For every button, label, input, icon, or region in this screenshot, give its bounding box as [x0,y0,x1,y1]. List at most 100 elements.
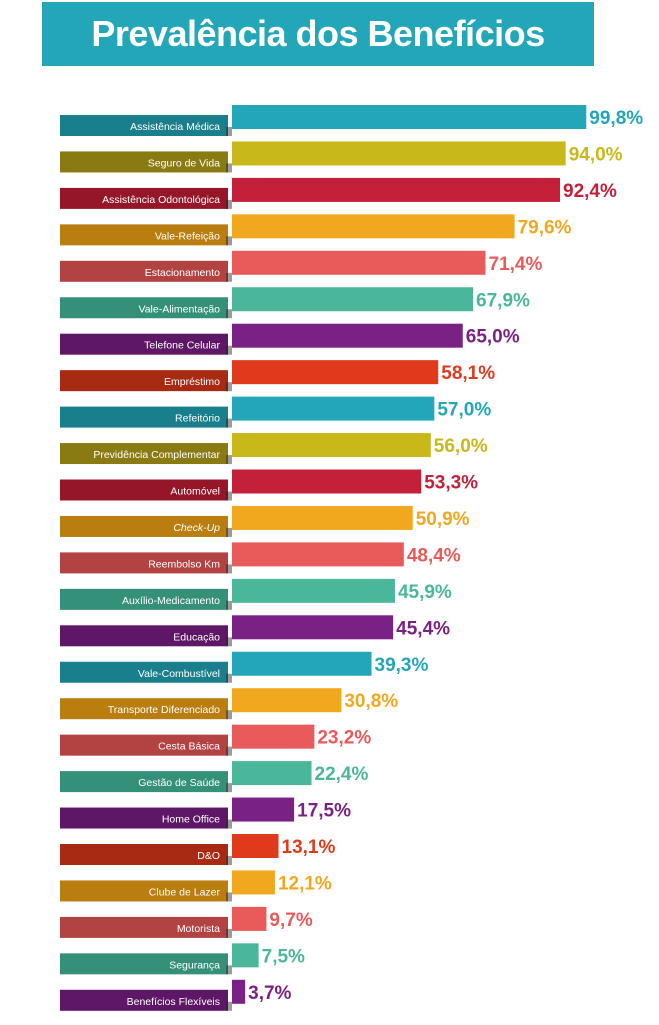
bar [232,360,439,385]
value-label: 50,9% [416,509,470,530]
category-tab [60,151,228,173]
bar-fold [226,418,232,428]
bar [232,979,246,1004]
category-label: Benefícios Flexíveis [127,996,220,1008]
bar [232,469,422,494]
bar-row: Cesta Básica 23,2% [60,724,371,756]
bar-fold [226,527,232,537]
bar-row: Gestão de Saúde 22,4% [60,761,368,793]
category-label: Vale-Alimentação [138,303,220,315]
bar-row: Auxílio-Medicamento 45,9% [60,578,452,610]
value-label: 12,1% [278,873,332,894]
bar [232,943,259,968]
bar [232,761,312,786]
bar-row: Empréstimo 58,1% [60,360,495,392]
bar [232,250,486,275]
category-label: Check-Up [173,522,220,534]
category-label: Transporte Diferenciado [108,704,220,716]
category-tab [60,916,228,938]
category-label: Automóvel [170,486,220,498]
bar-row: Check-Up 50,9% [60,505,470,537]
category-tab [60,479,228,501]
bar-fold [226,710,232,720]
category-label: Auxílio-Medicamento [122,595,220,607]
bar-row: Vale-Alimentação 67,9% [60,287,530,319]
category-tab [60,297,228,319]
category-label: Motorista [177,923,220,935]
value-label: 7,5% [262,946,305,967]
value-label: 65,0% [466,327,520,348]
category-label: Clube de Lazer [149,886,221,898]
category-label: Vale-Combustível [138,668,220,680]
category-tab [60,880,228,902]
category-tab [60,625,228,647]
bar-row: Seguro de Vida 94,0% [60,141,623,173]
value-label: 71,4% [488,254,542,275]
bar-fold [226,746,232,756]
value-label: 57,0% [437,400,491,421]
value-label: 13,1% [282,837,336,858]
category-tab [60,552,228,574]
bar-fold [226,600,232,610]
bar [232,141,566,166]
category-label: Assistência Odontológica [102,194,220,206]
bar [232,433,431,458]
bar [232,214,515,239]
bar-row: Transporte Diferenciado 30,8% [60,688,398,720]
category-tab [60,515,228,537]
value-label: 45,4% [396,618,450,639]
bar-row: Assistência Odontológica 92,4% [60,177,617,209]
bar-row: Educação 45,4% [60,615,450,647]
value-label: 53,3% [424,473,478,494]
category-label: Vale-Refeição [155,230,220,242]
bar-fold [226,272,232,282]
value-label: 23,2% [317,728,371,749]
value-label: 39,3% [375,655,429,676]
bar-fold [226,892,232,902]
value-label: 30,8% [344,691,398,712]
category-tab [60,187,228,209]
bar-fold [226,819,232,829]
category-tab [60,260,228,282]
bar-fold [226,455,232,465]
bar [232,906,267,931]
category-tab [60,844,228,865]
bar-row: Assistência Médica 99,8% [60,105,643,136]
category-tab [60,333,228,355]
value-label: 48,4% [407,545,461,566]
bar-row: Estacionamento 71,4% [60,250,542,282]
category-label: Gestão de Saúde [138,777,220,789]
bar-row: Segurança 7,5% [60,943,305,975]
category-label: Seguro de Vida [148,157,220,169]
bar-fold [226,309,232,319]
category-label: Empréstimo [164,376,220,388]
bar-row: Benefícios Flexíveis 3,7% [60,979,292,1011]
bar-fold [226,199,232,209]
bar [232,287,474,312]
bar-fold [226,564,232,574]
bar-row: Vale-Refeição 79,6% [60,214,572,246]
value-label: 17,5% [297,801,351,822]
bar-fold [226,673,232,683]
category-label: Refeitório [175,413,220,425]
category-tab [60,115,228,136]
category-label: D&O [197,850,220,862]
category-tab [60,734,228,756]
value-label: 92,4% [563,181,617,202]
bar [232,105,587,129]
bar [232,834,279,858]
bar [232,396,435,421]
bar [232,615,394,640]
bar-row: Motorista 9,7% [60,906,313,938]
bar-fold [226,1001,232,1011]
category-tab [60,224,228,246]
bar [232,323,463,348]
bar-fold [226,236,232,246]
bar [232,724,315,749]
category-tab [60,443,228,465]
category-tab [60,953,228,975]
bar-fold [226,637,232,647]
category-tab [60,370,228,392]
category-label: Segurança [169,959,220,971]
bar-row: Refeitório 57,0% [60,396,491,428]
